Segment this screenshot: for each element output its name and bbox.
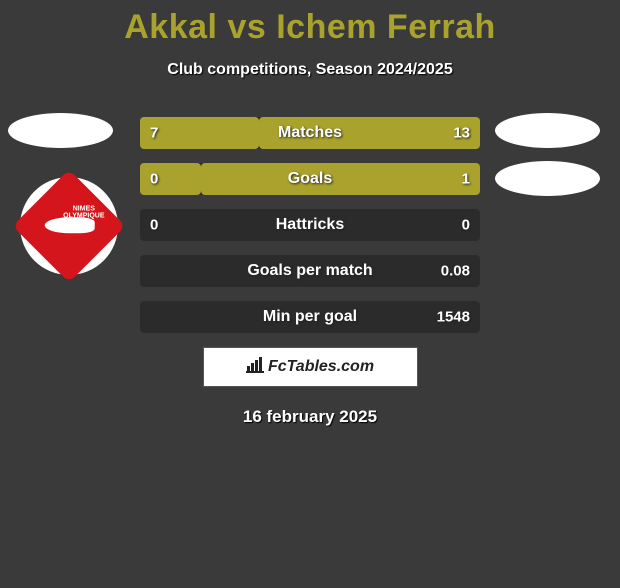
- stat-label: Min per goal: [140, 308, 480, 326]
- stat-label: Goals per match: [140, 262, 480, 280]
- bar-fill-left: [140, 163, 201, 195]
- player1-club-badge: NIMES OLYMPIQUE: [20, 177, 118, 275]
- stat-row: Min per goal1548: [140, 301, 480, 333]
- player2-club-placeholder: [495, 161, 600, 196]
- stat-value-right: 1548: [437, 309, 470, 326]
- brand-text: FcTables.com: [268, 358, 374, 376]
- stat-row: Goals01: [140, 163, 480, 195]
- page-title: Akkal vs Ichem Ferrah: [0, 8, 620, 47]
- club-badge-icon: [45, 217, 95, 233]
- stats-zone: NIMES OLYMPIQUE Matches713 Goals01 Hattric…: [0, 117, 620, 333]
- comparison-card: Akkal vs Ichem Ferrah Club competitions,…: [0, 8, 620, 427]
- bar-fill-right: [201, 163, 480, 195]
- player1-badge-placeholder: [8, 113, 113, 148]
- player1-name: Akkal: [124, 8, 217, 46]
- bar-fill-left: [140, 117, 259, 149]
- brand-box[interactable]: FcTables.com: [203, 347, 418, 387]
- stat-row: Matches713: [140, 117, 480, 149]
- stat-label: Hattricks: [140, 216, 480, 234]
- subtitle: Club competitions, Season 2024/2025: [0, 61, 620, 79]
- player2-name: Ichem Ferrah: [276, 8, 496, 46]
- vs-text: vs: [227, 8, 266, 46]
- player2-badge-placeholder: [495, 113, 600, 148]
- bar-fill-right: [259, 117, 480, 149]
- stat-row: Goals per match0.08: [140, 255, 480, 287]
- stat-row: Hattricks0 0: [140, 209, 480, 241]
- chart-icon: [246, 357, 264, 378]
- stat-bars: Matches713 Goals01 Hattricks0 0 Goals per ma…: [140, 117, 480, 333]
- stat-value-right: 0.08: [441, 263, 470, 280]
- stat-value-right: 0: [462, 217, 470, 234]
- stat-value-left: 0: [150, 217, 158, 234]
- date-text: 16 february 2025: [0, 407, 620, 427]
